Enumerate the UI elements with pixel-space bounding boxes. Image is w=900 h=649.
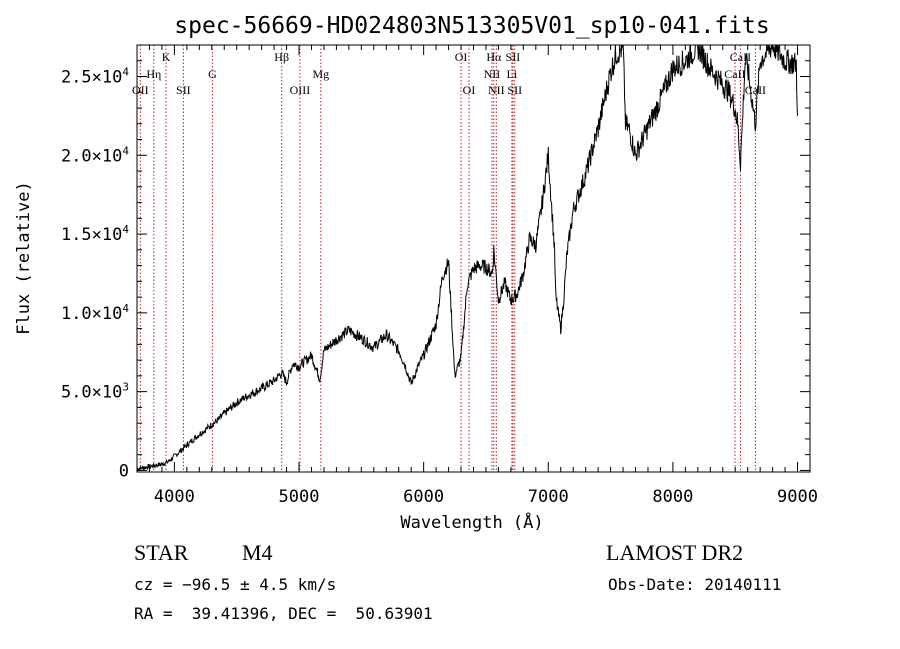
spectrum-series-line [136,44,798,472]
line-label-CaII: CaII [730,50,751,64]
object-subclass: M4 [242,540,273,565]
line-label-Hβ: Hβ [274,50,289,64]
y-tick-label: 0 [119,461,129,481]
redshift-readout: cz = −96.5 ± 4.5 km/s [134,575,337,594]
line-label-CaII: CaII [724,67,745,81]
line-label-OI: OI [455,50,468,64]
line-label-OIII: OIII [290,83,311,97]
coordinates-readout: RA = 39.41396, DEC = 50.63901 [134,604,433,623]
chart-title: spec-56669-HD024803N513305V01_sp10-041.f… [174,13,769,39]
x-tick-label: 7000 [528,487,569,507]
line-label-SII: SII [506,50,521,64]
survey-name: LAMOST DR2 [606,540,744,565]
line-label-CaII: CaII [745,83,766,97]
line-label-Hη: Hη [146,67,161,81]
line-label-SII: SII [176,83,191,97]
y-tick-label: 2.5×104 [61,66,129,88]
spectral-line-markers [139,45,756,472]
line-label-OII: OII [132,83,149,97]
x-tick-label: 8000 [652,487,693,507]
line-label-SII: SII [507,83,522,97]
line-label-G: G [208,67,217,81]
x-tick-label: 4000 [154,487,195,507]
line-label-Li: Li [507,67,518,81]
line-label-Mg: Mg [312,67,329,81]
line-label-NII: NII [484,67,501,81]
line-label-K: K [162,50,171,64]
object-class: STAR [134,540,189,565]
plot-frame [136,44,811,473]
x-axis-label: Wavelength (Å) [400,511,543,533]
x-axis-ticks: 4000 5000 6000 7000 8000 9000 [148,45,818,507]
y-axis-ticks: 0 5.0×103 1.0×104 1.5×104 2.0×104 2.5×104 [61,60,810,481]
x-tick-label: 9000 [777,487,818,507]
line-label-OI: OI [463,83,476,97]
y-tick-label: 1.0×104 [61,302,129,324]
y-tick-label: 5.0×103 [61,381,129,403]
observation-date: Obs-Date: 20140111 [608,575,782,594]
line-label-Hα: Hα [486,50,502,64]
line-label-NII: NII [488,83,505,97]
y-axis-label: Flux (relative) [14,181,34,335]
y-tick-label: 1.5×104 [61,223,129,245]
spectral-line-labels: OIIHηKSIIGHβOIIIMgOIOINIIHαNIILiSIISIICa… [132,50,766,97]
y-tick-label: 2.0×104 [61,144,129,166]
x-tick-label: 6000 [403,487,444,507]
x-tick-label: 5000 [279,487,320,507]
